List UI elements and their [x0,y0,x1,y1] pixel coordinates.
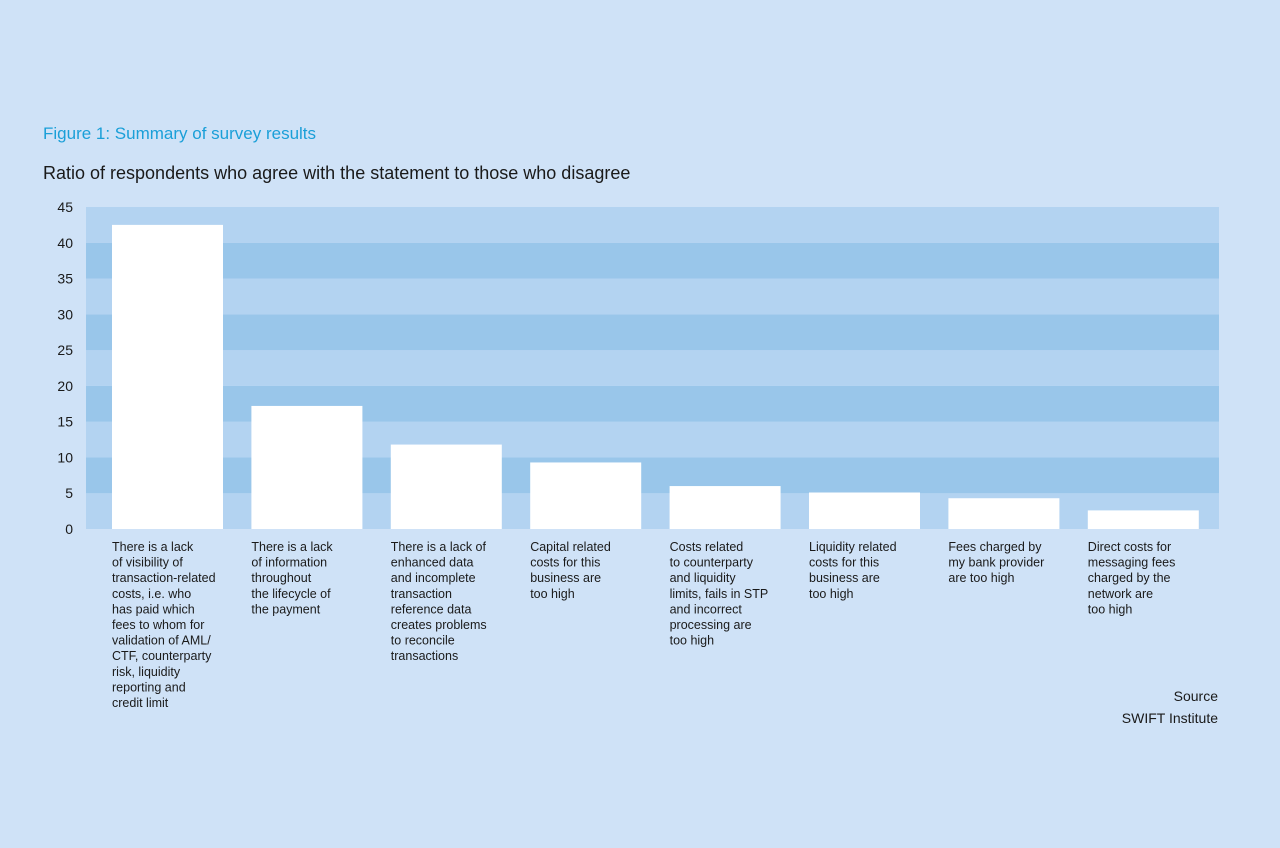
x-category-label: Capital related costs for this business ar… [530,540,611,601]
bar [1087,510,1199,529]
y-axis-ticks: 0 5 10 15 20 25 30 35 40 45 [57,199,73,537]
grid-band [86,278,1219,315]
y-tick-label: 15 [57,414,73,430]
bar [251,405,363,529]
y-tick-label: 0 [65,521,73,537]
x-category-label: There is a lack of information throughout t… [251,540,333,616]
bar [809,492,920,529]
bar [669,486,781,529]
y-tick-label: 40 [57,235,73,251]
x-category-label: There is a lack of visibility of transacti… [112,540,216,710]
x-category-label: There is a lack of enhanced data and incom… [391,540,487,663]
y-tick-label: 5 [65,485,73,501]
x-category-label: Costs related to counterparty and liquidit… [670,540,769,648]
y-tick-label: 20 [57,378,73,394]
y-tick-label: 30 [57,306,73,322]
x-category-label: Liquidity related costs for this business … [809,540,897,601]
grid-band [86,242,1219,279]
y-tick-label: 10 [57,449,73,465]
grid-band [86,350,1219,386]
grid-band [86,314,1219,351]
y-tick-label: 25 [57,342,73,358]
chart-subtitle: Ratio of respondents who agree with the … [43,163,631,183]
source-label: Source [1173,688,1218,704]
x-category-label: Fees charged by my bank provider are too h… [948,540,1044,585]
bars [112,224,1199,529]
bar [112,224,223,529]
bar [948,498,1060,529]
source-name: SWIFT Institute [1121,710,1218,726]
y-tick-label: 45 [57,199,73,215]
bar [390,444,502,529]
grid-bands [86,207,1219,529]
bar [530,462,642,529]
figure-title: Figure 1: Summary of survey results [43,124,317,143]
source-note: Source SWIFT Institute [1122,685,1218,729]
y-tick-label: 35 [57,271,73,287]
x-axis-labels: There is a lack of visibility of transacti… [112,540,1175,710]
x-category-label: Direct costs for messaging fees charged by… [1088,540,1176,616]
grid-band [86,207,1219,243]
